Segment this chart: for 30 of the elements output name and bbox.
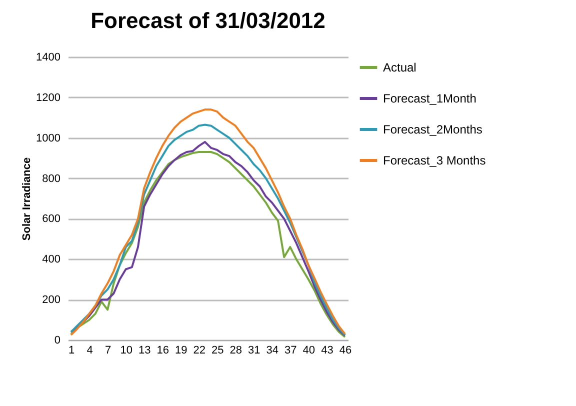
legend-label: Forecast_2Months <box>383 122 482 136</box>
x-tick-label: 22 <box>193 344 206 356</box>
x-tick-label: 40 <box>302 344 316 356</box>
legend-label: Actual <box>383 60 416 74</box>
x-tick-label: 43 <box>321 344 334 356</box>
x-tick-label: 10 <box>120 344 132 356</box>
x-tick-label: 46 <box>339 344 352 356</box>
x-tick-label: 28 <box>230 344 242 356</box>
chart-title: Forecast of 31/03/2012 <box>90 8 326 33</box>
x-tick-label: 31 <box>248 344 260 356</box>
y-tick-label: 1400 <box>36 52 60 64</box>
x-tick-label: 16 <box>156 344 169 356</box>
x-tick-label: 19 <box>174 344 188 356</box>
x-tick-label: 13 <box>138 344 151 356</box>
x-tick-label: 4 <box>86 344 93 356</box>
x-tick-label: 1 <box>68 344 75 356</box>
x-tick-label: 37 <box>284 344 297 356</box>
y-tick-label: 1000 <box>36 132 60 144</box>
y-tick-label: 600 <box>42 213 60 226</box>
y-tick-label: 400 <box>42 254 60 266</box>
y-tick-label: 1200 <box>36 92 60 104</box>
y-tick-label: 0 <box>54 334 60 346</box>
x-tick-label: 7 <box>105 344 112 356</box>
legend-label: Forecast_3 Months <box>383 154 486 168</box>
y-axis-title: Solar Irradiance <box>21 157 34 241</box>
y-tick-label: 800 <box>42 172 60 185</box>
x-tick-label: 34 <box>266 344 279 356</box>
legend-label: Forecast_1Month <box>383 92 476 106</box>
y-tick-label: 200 <box>42 294 60 306</box>
x-tick-label: 25 <box>212 344 224 356</box>
